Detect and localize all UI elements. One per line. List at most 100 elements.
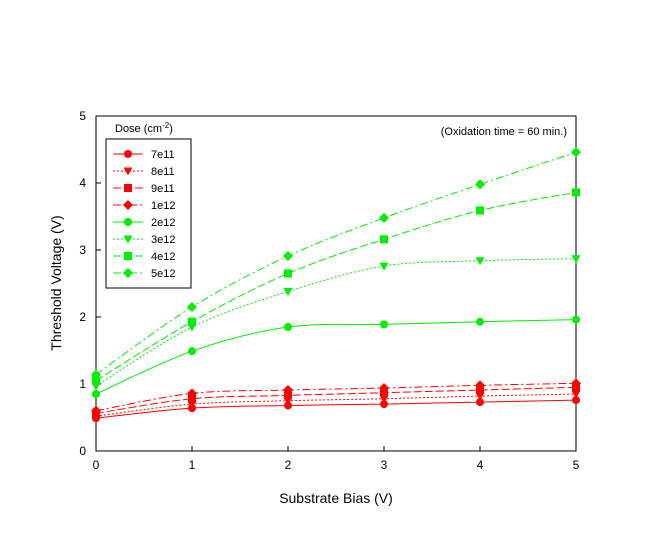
series-5e12: [91, 147, 581, 380]
series-8e11: [91, 390, 581, 421]
data-point: [379, 262, 389, 271]
y-tick-label: 1: [79, 377, 86, 391]
data-point: [572, 315, 580, 324]
data-point: [572, 188, 580, 197]
data-point: [283, 251, 293, 262]
data-point: [283, 385, 293, 396]
data-point: [283, 288, 293, 297]
legend-swatch-marker: [124, 150, 132, 158]
x-tick-label: 5: [573, 458, 580, 472]
data-point: [188, 347, 196, 356]
x-tick-label: 1: [189, 458, 196, 472]
legend-label: 5e12: [151, 268, 175, 280]
data-point: [379, 395, 389, 404]
x-tick-label: 4: [477, 458, 484, 472]
legend-item-7e11: 7e11: [113, 149, 175, 161]
data-point: [188, 317, 196, 326]
series-7e11: [92, 396, 580, 423]
legend-item-4e12: 4e12: [113, 251, 175, 263]
legend-item-8e11: 8e11: [113, 166, 175, 178]
data-point: [92, 376, 100, 385]
y-tick-label: 3: [79, 243, 86, 257]
legend-title: Dose (cm-2): [115, 121, 173, 135]
data-point: [92, 390, 100, 399]
legend-box: [105, 138, 192, 289]
data-point: [380, 400, 388, 409]
series-1e12: [91, 378, 581, 416]
data-point: [475, 179, 485, 190]
x-tick-label: 2: [285, 458, 292, 472]
x-axis-title: Substrate Bias (V): [279, 490, 393, 506]
data-point: [572, 396, 580, 405]
series-line: [95, 319, 577, 395]
series-2e12: [92, 315, 580, 399]
legend-label: 3e12: [151, 234, 175, 246]
legend-swatch-marker: [124, 252, 132, 260]
plot-frame: [95, 115, 577, 452]
data-point: [571, 255, 581, 264]
data-point: [475, 257, 485, 266]
series-line: [95, 399, 577, 419]
data-point: [91, 405, 101, 416]
legend-swatch-marker: [123, 200, 133, 210]
data-point: [284, 323, 292, 332]
x-tick-label: 0: [93, 458, 100, 472]
x-axis: 0 1 2 3 4 5: [93, 446, 580, 472]
legend-item-5e12: 5e12: [113, 268, 175, 280]
legend-swatch-marker: [123, 268, 133, 278]
legend-label: 1e12: [151, 200, 175, 212]
data-point: [380, 235, 388, 244]
series-line: [95, 386, 577, 414]
series-4e12: [92, 188, 580, 385]
data-point: [476, 317, 484, 326]
legend-item-2e12: 2e12: [113, 217, 175, 229]
series-line: [95, 382, 577, 412]
data-point: [379, 212, 389, 223]
y-tick-label: 0: [79, 444, 86, 458]
legend-label: 2e12: [151, 217, 175, 229]
data-point: [475, 392, 485, 401]
data-point: [476, 398, 484, 407]
data-point: [284, 391, 292, 400]
legend-label: 4e12: [151, 251, 175, 263]
data-point: [379, 383, 389, 394]
data-point: [284, 269, 292, 278]
series-9e11: [92, 383, 580, 418]
legend-label: 8e11: [151, 166, 175, 178]
series-line: [95, 393, 577, 417]
series-line: [95, 258, 577, 387]
data-point: [571, 378, 581, 389]
legend-swatch-marker: [123, 235, 133, 244]
legend-label: 9e11: [151, 183, 175, 195]
x-tick-label: 3: [381, 458, 388, 472]
legend-title-superscript: -2: [162, 121, 170, 130]
legend: 7e11 8e11 9e11 1e12 2e12 3e12 4e12 5e12: [113, 149, 175, 280]
data-point: [571, 147, 581, 158]
data-point: [571, 390, 581, 399]
legend-item-1e12: 1e12: [113, 200, 175, 212]
legend-swatch-marker: [124, 218, 132, 226]
y-tick-label: 2: [79, 310, 86, 324]
y-tick-label: 5: [79, 109, 86, 123]
y-axis-title: Threshold Voltage (V): [48, 215, 64, 350]
data-point: [284, 401, 292, 410]
annotation: (Oxidation time = 60 min.): [441, 126, 567, 138]
legend-swatch-marker: [124, 184, 132, 192]
data-point: [380, 320, 388, 329]
legend-swatch-marker: [123, 167, 133, 176]
data-point: [475, 380, 485, 391]
data-point: [476, 206, 484, 215]
y-axis: 0 1 2 3 4 5: [79, 109, 101, 458]
data-point: [91, 369, 101, 380]
series-line: [95, 151, 577, 376]
data-point: [187, 301, 197, 312]
legend-label: 7e11: [151, 149, 175, 161]
legend-item-3e12: 3e12: [113, 234, 175, 246]
legend-item-9e11: 9e11: [113, 183, 175, 195]
legend-title-prefix: Dose (cm: [115, 123, 162, 135]
legend-title-suffix: ): [169, 123, 173, 135]
y-tick-label: 4: [79, 176, 86, 190]
data-point: [187, 388, 197, 399]
data-point: [188, 394, 196, 403]
